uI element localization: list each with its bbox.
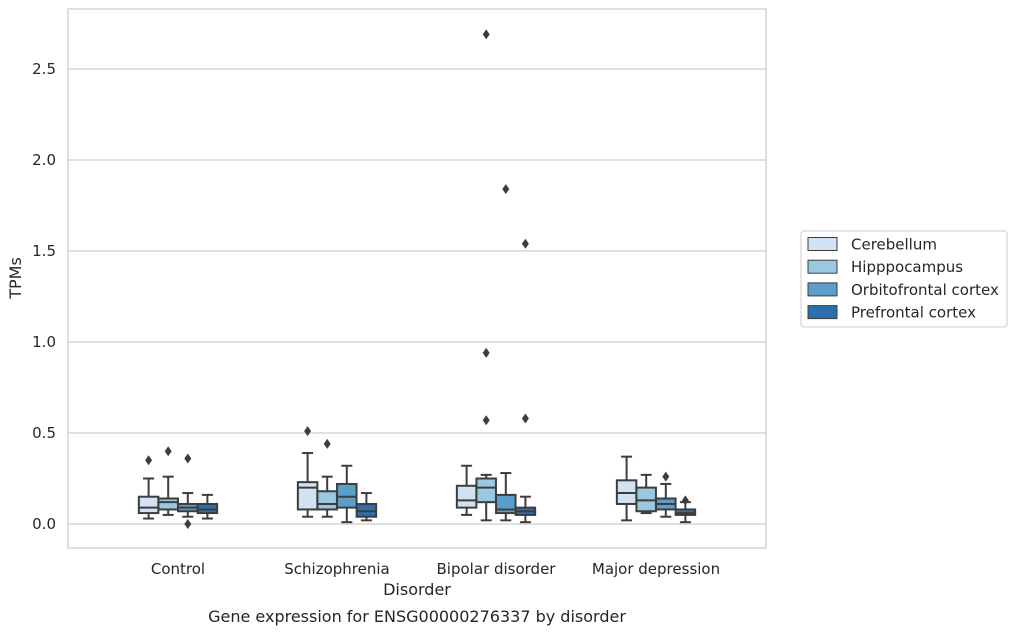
chart-caption: Gene expression for ENSG00000276337 by d… [208, 607, 626, 626]
x-tick-labels: Control Schizophrenia Bipolar disorder Majo… [151, 560, 720, 578]
x-axis-label: Disorder [383, 580, 451, 599]
outlier-point [482, 347, 490, 358]
legend: Cerebellum Hipppocampus Orbitofrontal cort… [800, 230, 1008, 328]
outlier-point [184, 519, 192, 529]
legend-swatch [807, 282, 838, 297]
box-series [137, 29, 697, 529]
y-tick-label: 2.5 [32, 60, 56, 78]
legend-label: Orbitofrontal cortex [851, 281, 999, 299]
legend-swatch [807, 259, 838, 274]
series-prefrontal-cortex [196, 238, 697, 524]
box [316, 490, 338, 511]
y-tick-label: 1.0 [32, 333, 56, 351]
outlier-point [521, 413, 529, 424]
legend-frame [800, 230, 1008, 328]
outlier-point [482, 415, 490, 426]
y-axis-label: TPMs [6, 257, 25, 300]
outlier-point [662, 471, 670, 482]
y-tick-label: 0.5 [32, 424, 56, 442]
legend-swatch [807, 237, 838, 251]
legend-label: Cerebellum [851, 236, 937, 254]
outlier-point [304, 426, 312, 437]
outlier-point [482, 29, 490, 40]
outlier-point [502, 184, 510, 195]
outlier-point [145, 455, 153, 466]
x-tick-label: Major depression [592, 560, 720, 578]
legend-label: Hipppocampus [851, 258, 963, 276]
outlier-point [521, 238, 529, 249]
box [455, 484, 478, 509]
y-tick-labels: 0.0 0.5 1.0 1.5 2.0 2.5 [32, 60, 56, 533]
series-hipppocampus [157, 29, 657, 522]
y-gridlines [68, 68, 766, 525]
outlier-point [184, 453, 192, 464]
plot-area [67, 8, 767, 549]
outlier-point [681, 495, 689, 506]
x-tick-label: Schizophrenia [284, 560, 389, 578]
y-tick-label: 2.0 [32, 151, 56, 169]
y-tick-label: 1.5 [32, 242, 56, 260]
legend-swatch [807, 305, 838, 320]
y-tick-label: 0.0 [32, 515, 56, 533]
outlier-point [164, 446, 172, 457]
box [475, 477, 497, 504]
legend-label: Prefrontal cortex [851, 304, 976, 322]
series-cerebellum [137, 426, 638, 522]
box [296, 481, 319, 511]
box [157, 497, 179, 511]
series-orbitofrontal-cortex [177, 184, 677, 529]
box [137, 495, 160, 515]
outlier-point [323, 438, 331, 449]
x-tick-label: Control [151, 560, 205, 578]
x-tick-label: Bipolar disorder [437, 560, 557, 578]
